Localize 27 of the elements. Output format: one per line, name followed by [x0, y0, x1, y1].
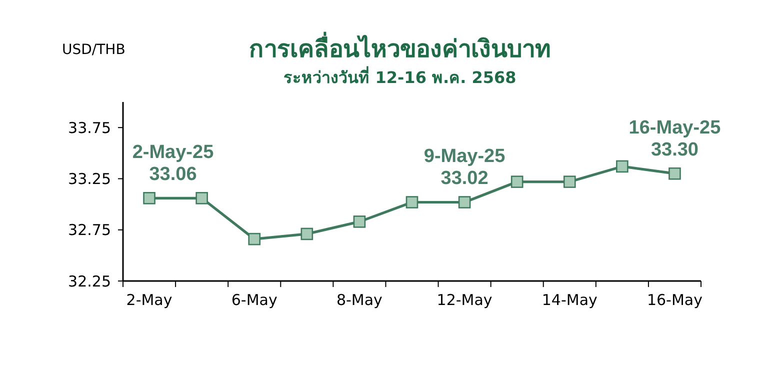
- point: [300, 228, 314, 240]
- point: [248, 232, 261, 246]
- point: [616, 160, 628, 173]
- point: [406, 196, 418, 208]
- x-tick-label: 8-May: [336, 291, 383, 309]
- y-tick-label: 32.75: [68, 221, 111, 240]
- x-tick-label: 16-May: [646, 291, 703, 309]
- chart-subtitle: ระหว่างวันที่ 12-16 พ.ค. 2568: [284, 66, 516, 87]
- point: [510, 176, 524, 188]
- annotation: 16-May-25 33.30: [628, 118, 722, 161]
- x-tick-label: 14-May: [542, 291, 598, 309]
- point: [196, 192, 208, 204]
- point: [353, 216, 366, 228]
- y-tick-label: 33.75: [68, 118, 111, 137]
- y-tick-label: 32.25: [68, 272, 111, 290]
- annotation: 2-May-25 33.06: [132, 142, 214, 186]
- point: [143, 192, 156, 204]
- point: [668, 167, 681, 180]
- x-tick-label: 2-May: [126, 291, 172, 309]
- x-tick-label: 6-May: [231, 291, 278, 309]
- chart-title: การเคลื่อนไหวของค่าเงินบาท: [249, 31, 551, 63]
- point: [563, 176, 576, 188]
- point: [458, 196, 471, 208]
- y-tick-label: 33.25: [68, 170, 111, 188]
- y-axis-title: USD/THB: [62, 42, 126, 58]
- x-tick-label: 12-May: [436, 291, 492, 309]
- annotation: 9-May-25 33.02: [424, 146, 506, 190]
